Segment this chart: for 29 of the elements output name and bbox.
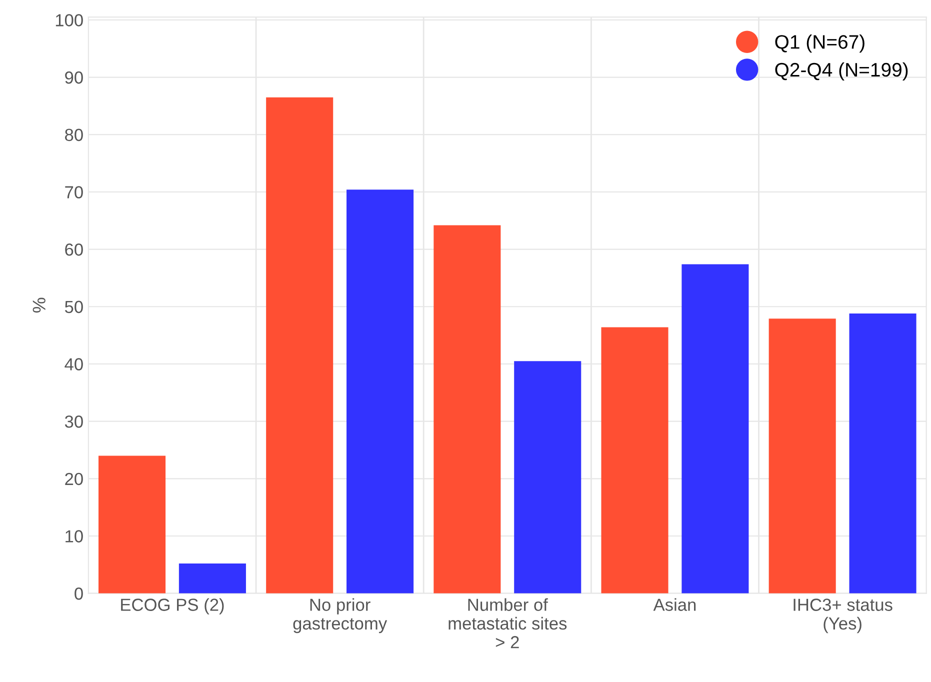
bar	[434, 225, 501, 594]
y-tick-label: 70	[65, 186, 83, 198]
y-tick-label: 100	[56, 14, 83, 26]
bar	[514, 361, 582, 594]
y-tick-label: 50	[64, 300, 83, 314]
y-axis-title: %	[32, 298, 46, 313]
y-tick-label: 30	[64, 415, 83, 428]
bar	[601, 327, 668, 594]
y-tick-label: 10	[66, 530, 83, 542]
bar	[266, 97, 334, 594]
legend-label: Q2-Q4 (N=199)	[775, 62, 908, 81]
y-tick-label: 40	[64, 358, 83, 370]
bar	[178, 564, 246, 594]
x-tick-label: ECOG PS (2)	[121, 598, 224, 614]
bar	[768, 318, 836, 594]
bar	[98, 456, 166, 594]
bar	[346, 190, 414, 594]
bar	[682, 264, 749, 594]
y-tick-label: 90	[65, 71, 83, 84]
x-tick-label: IHC3+ status (Yes)	[794, 598, 892, 634]
bar	[849, 314, 916, 594]
y-tick-label: 60	[65, 243, 83, 256]
x-tick-label: Asian	[653, 598, 696, 611]
x-tick-label: Number of metastatic sites > 2	[448, 598, 567, 648]
y-tick-label: 0	[74, 588, 83, 600]
y-tick-label: 80	[65, 128, 83, 142]
y-tick-label: 20	[65, 472, 83, 486]
legend-label: Q1 (N=67)	[775, 34, 864, 53]
x-tick-label: No prior gastrectomy	[293, 598, 388, 634]
